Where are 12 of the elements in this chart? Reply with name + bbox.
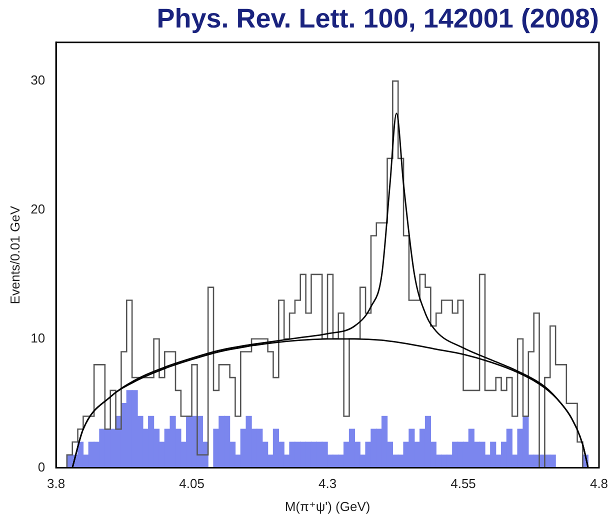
y-axis-title: Events/0.01 GeV xyxy=(7,206,22,304)
x-axis-title: M(π⁺ψ') (GeV) xyxy=(284,498,370,514)
y-tick-label: 30 xyxy=(30,72,46,88)
y-tick-label: 10 xyxy=(30,330,46,346)
x-tick-label: 4.3 xyxy=(318,476,337,492)
y-tick-label: 0 xyxy=(38,459,46,474)
chart-title: Phys. Rev. Lett. 100, 142001 (2008) xyxy=(156,4,599,34)
x-tick-label: 4.55 xyxy=(450,476,476,492)
x-tick-label: 4.8 xyxy=(590,476,608,492)
x-tick-label: 3.8 xyxy=(47,476,66,492)
x-tick-label: 4.05 xyxy=(179,476,204,492)
y-tick-label: 20 xyxy=(30,202,46,217)
